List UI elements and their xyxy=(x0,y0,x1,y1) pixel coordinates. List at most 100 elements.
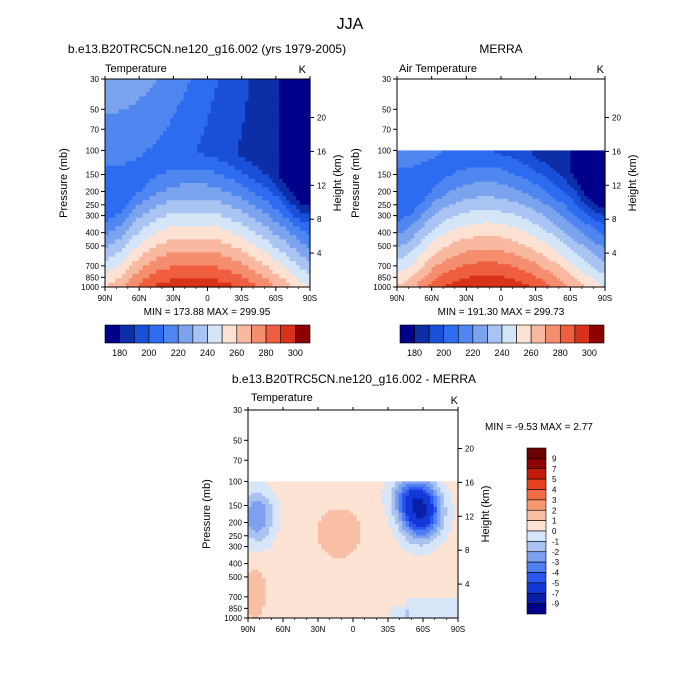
field-cell xyxy=(224,209,229,214)
field-cell xyxy=(221,170,226,175)
field-cell xyxy=(452,250,457,254)
field-cell xyxy=(169,261,174,266)
field-cell xyxy=(501,232,506,237)
field-cell xyxy=(115,261,120,266)
field-cell xyxy=(421,193,426,197)
field-cell xyxy=(149,191,154,197)
field-cell xyxy=(296,178,301,184)
field-cell xyxy=(469,221,474,225)
field-cell xyxy=(146,200,151,206)
field-cell xyxy=(497,204,502,208)
field-cell xyxy=(190,96,195,102)
field-cell xyxy=(272,152,277,158)
field-cell xyxy=(262,118,267,123)
field-cell xyxy=(473,241,478,245)
field-cell xyxy=(228,157,233,162)
field-cell xyxy=(166,278,171,284)
field-cell xyxy=(146,243,151,249)
field-cell xyxy=(248,152,253,158)
field-cell xyxy=(169,122,174,128)
field-cell xyxy=(483,204,488,208)
field-cell xyxy=(466,187,471,191)
field-cell xyxy=(193,204,198,210)
field-cell xyxy=(258,79,263,84)
field-cell xyxy=(480,267,485,271)
field-cell xyxy=(459,173,464,177)
field-cell xyxy=(421,272,426,277)
field-cell xyxy=(183,105,188,110)
field-cell xyxy=(272,113,277,119)
field-cell xyxy=(480,272,485,277)
field-cell xyxy=(169,213,174,219)
field-cell xyxy=(125,282,130,288)
field-cell xyxy=(421,213,426,217)
field-cell xyxy=(400,181,405,186)
field-cell xyxy=(511,269,516,274)
field-cell xyxy=(149,187,154,193)
field-cell xyxy=(480,221,485,225)
field-cell xyxy=(210,217,215,223)
field-cell xyxy=(469,261,474,265)
field-cell xyxy=(197,248,202,253)
field-cell xyxy=(139,122,144,128)
field-cell xyxy=(207,148,212,154)
field-cell xyxy=(258,174,263,180)
field-cell xyxy=(269,178,274,184)
field-cell xyxy=(275,144,280,149)
field-cell xyxy=(414,258,419,262)
field-cell xyxy=(122,196,127,201)
field-cell xyxy=(424,158,429,163)
field-cell xyxy=(279,105,284,110)
field-cell xyxy=(241,131,246,136)
field-cell xyxy=(156,165,161,171)
field-cell xyxy=(414,213,419,217)
field-cell xyxy=(469,164,474,169)
field-cell xyxy=(269,187,274,193)
field-cell xyxy=(438,158,443,163)
field-cell xyxy=(504,241,509,245)
field-cell xyxy=(397,210,402,214)
field-cell xyxy=(269,200,274,206)
field-cell xyxy=(292,139,297,145)
field-cell xyxy=(507,167,512,171)
field-cell xyxy=(152,157,157,162)
field-cell xyxy=(507,227,512,231)
field-cell xyxy=(245,226,250,232)
field-cell xyxy=(193,191,198,197)
field-cell xyxy=(428,241,433,245)
field-cell xyxy=(535,247,540,251)
field-cell xyxy=(417,272,422,277)
field-cell xyxy=(532,150,537,154)
field-cell xyxy=(400,187,405,191)
field-cell xyxy=(187,131,192,136)
field-cell xyxy=(159,200,164,206)
field-cell xyxy=(204,165,209,171)
field-cell xyxy=(275,256,280,262)
field-cell xyxy=(248,118,253,123)
field-cell xyxy=(111,157,116,162)
field-cell xyxy=(431,247,436,251)
field-cell xyxy=(438,184,443,189)
field-cell xyxy=(414,207,419,211)
field-cell xyxy=(146,239,151,245)
field-cell xyxy=(466,247,471,251)
field-cell xyxy=(183,230,188,236)
field-cell xyxy=(438,195,443,200)
field-cell xyxy=(483,224,488,228)
field-cell xyxy=(514,167,519,171)
field-cell xyxy=(518,181,523,186)
field-cell xyxy=(152,122,157,128)
field-cell xyxy=(497,232,502,237)
field-cell xyxy=(428,235,433,240)
field-cell xyxy=(431,161,436,166)
field-cell xyxy=(204,200,209,206)
field-cell xyxy=(455,193,460,197)
field-cell xyxy=(525,272,530,277)
field-cell xyxy=(224,161,229,167)
field-cell xyxy=(193,135,198,141)
field-cell xyxy=(166,217,171,223)
field-cell xyxy=(152,200,157,206)
field-cell xyxy=(241,209,246,214)
field-cell xyxy=(414,173,419,177)
field-cell xyxy=(424,278,429,282)
